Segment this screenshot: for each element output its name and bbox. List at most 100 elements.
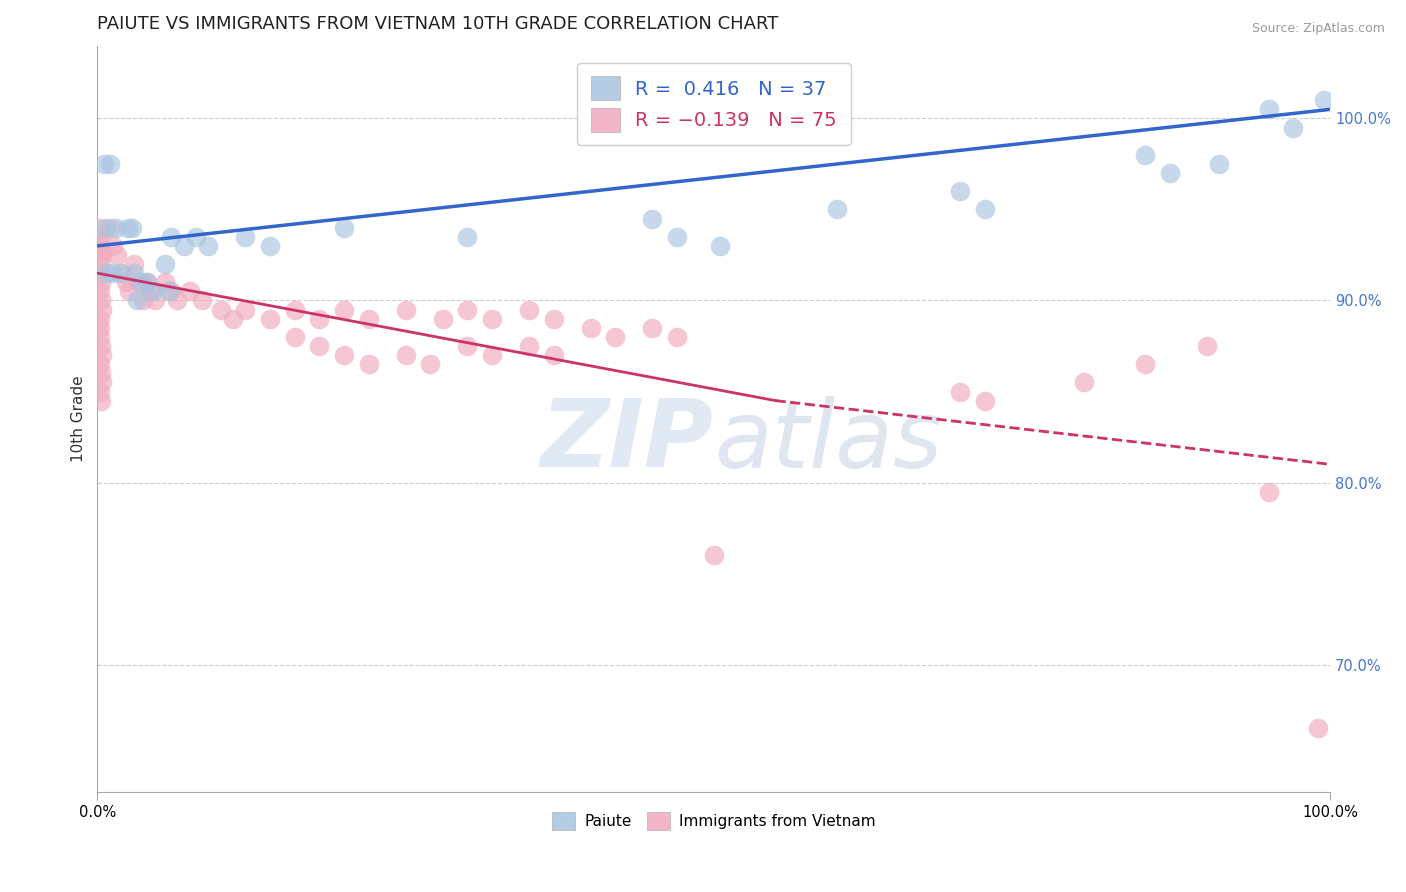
Point [89,257,111,271]
Point [89,330,111,344]
Point [665,229,688,244]
Point [142,285,165,299]
Point [709,239,731,253]
Point [665,330,688,344]
Point [114,275,136,289]
Point [308,311,330,326]
Point [125,293,148,308]
Point [104,220,127,235]
Point [191,293,214,308]
Point [641,211,664,226]
Point [357,357,380,371]
Point [90,348,112,362]
Point [132,293,155,308]
Point [456,302,478,317]
Point [135,275,157,289]
Point [117,220,139,235]
Point [1135,357,1157,371]
Point [105,248,128,262]
Point [89,357,111,371]
Point [209,302,232,317]
Point [89,266,111,280]
Point [94,220,117,235]
Point [157,285,180,299]
Point [456,339,478,353]
Point [222,311,245,326]
Point [394,302,416,317]
Point [197,239,219,253]
Point [98,157,121,171]
Point [543,348,565,362]
Point [89,220,111,235]
Point [179,285,201,299]
Point [333,302,356,317]
Point [1073,376,1095,390]
Point [89,384,111,399]
Point [166,293,188,308]
Point [333,348,356,362]
Point [419,357,441,371]
Point [139,285,162,299]
Point [160,229,183,244]
Point [394,348,416,362]
Point [1257,103,1279,117]
Point [284,302,307,317]
Point [90,339,112,353]
Point [121,220,143,235]
Point [357,311,380,326]
Point [1208,157,1230,171]
Point [543,311,565,326]
Point [129,275,152,289]
Point [481,311,503,326]
Point [1306,721,1329,735]
Point [90,275,112,289]
Point [89,239,111,253]
Point [333,220,356,235]
Point [143,293,166,308]
Point [90,367,112,381]
Text: PAIUTE VS IMMIGRANTS FROM VIETNAM 10TH GRADE CORRELATION CHART: PAIUTE VS IMMIGRANTS FROM VIETNAM 10TH G… [97,15,779,33]
Point [184,229,207,244]
Text: ZIP: ZIP [541,395,714,487]
Point [605,330,627,344]
Y-axis label: 10th Grade: 10th Grade [72,376,86,462]
Point [233,302,256,317]
Point [949,184,972,198]
Legend: Paiute, Immigrants from Vietnam: Paiute, Immigrants from Vietnam [546,805,882,837]
Point [124,257,146,271]
Point [127,275,149,289]
Point [641,320,664,334]
Point [90,393,112,408]
Point [111,266,134,280]
Point [284,330,307,344]
Point [96,266,118,280]
Point [108,266,131,280]
Point [173,239,195,253]
Point [1159,166,1181,180]
Point [98,220,121,235]
Point [259,239,281,253]
Point [89,320,111,334]
Point [124,266,146,280]
Point [89,285,111,299]
Point [1195,339,1218,353]
Point [259,311,281,326]
Point [825,202,848,217]
Point [153,257,176,271]
Point [93,157,115,171]
Point [1282,120,1305,135]
Point [233,229,256,244]
Point [481,348,503,362]
Point [101,266,124,280]
Point [517,339,540,353]
Point [90,302,112,317]
Point [90,243,112,257]
Point [90,293,112,308]
Point [974,202,997,217]
Point [1313,93,1336,107]
Point [1257,484,1279,499]
Point [949,384,972,399]
Point [517,302,540,317]
Text: atlas: atlas [714,396,942,487]
Point [1135,148,1157,162]
